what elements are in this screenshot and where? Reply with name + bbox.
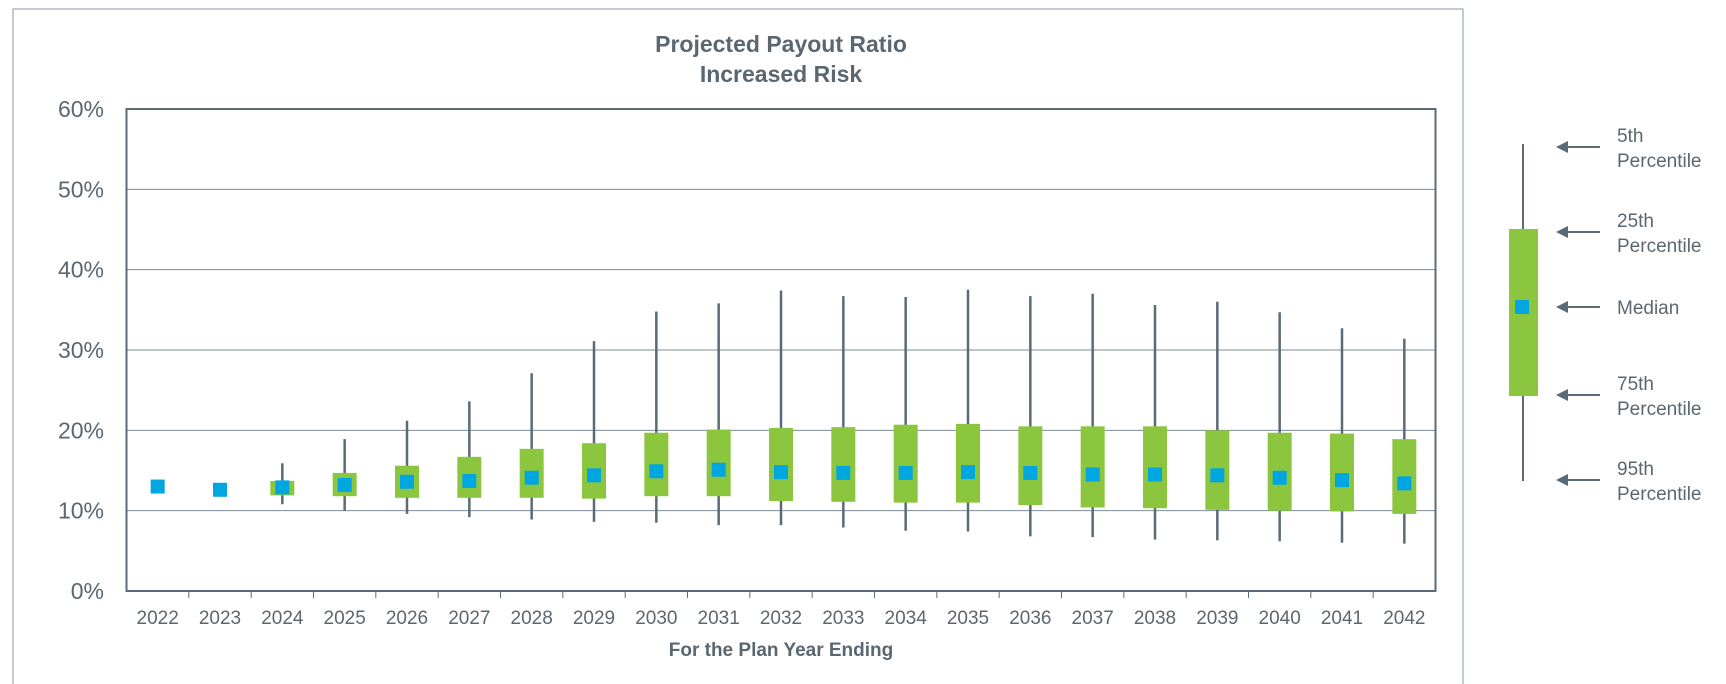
box bbox=[956, 423, 980, 503]
legend-label: 25th Percentile bbox=[1617, 211, 1702, 257]
median-marker bbox=[213, 482, 227, 497]
box bbox=[831, 427, 856, 502]
legend-arrowhead bbox=[1556, 301, 1568, 313]
median-marker bbox=[711, 462, 726, 477]
median-marker bbox=[462, 473, 477, 488]
median-marker bbox=[587, 468, 601, 483]
box bbox=[769, 427, 793, 502]
x-tick-label: 2024 bbox=[261, 608, 304, 629]
x-tick-label: 2039 bbox=[1196, 608, 1238, 629]
median-marker bbox=[961, 465, 975, 480]
x-tick-label: 2036 bbox=[1009, 608, 1051, 629]
chart-title: Projected Payout Ratio bbox=[655, 31, 907, 57]
median-marker bbox=[275, 480, 290, 495]
x-tick-label: 2031 bbox=[698, 608, 740, 629]
legend-label: 75th Percentile bbox=[1617, 374, 1702, 420]
legend-label: Median bbox=[1617, 298, 1679, 319]
y-tick-label: 20% bbox=[58, 417, 104, 443]
legend-arrowhead bbox=[1556, 474, 1568, 486]
x-tick-label: 2032 bbox=[760, 608, 802, 629]
median-marker bbox=[1023, 465, 1038, 480]
plot-frame bbox=[125, 108, 1437, 592]
median-marker bbox=[898, 465, 913, 480]
x-tick-label: 2023 bbox=[199, 608, 241, 629]
box bbox=[1330, 433, 1354, 512]
x-tick-label: 2037 bbox=[1072, 608, 1114, 629]
median-marker bbox=[1210, 468, 1225, 483]
x-tick-label: 2027 bbox=[448, 608, 490, 629]
x-tick-label: 2040 bbox=[1259, 608, 1301, 629]
legend-arrowhead bbox=[1556, 226, 1568, 238]
median-marker bbox=[150, 479, 165, 494]
median-marker bbox=[1335, 473, 1349, 488]
y-tick-label: 30% bbox=[58, 337, 104, 363]
median-marker bbox=[400, 474, 414, 489]
legend-median bbox=[1515, 300, 1529, 314]
median-marker bbox=[1397, 476, 1412, 491]
y-tick-label: 50% bbox=[58, 176, 104, 202]
median-marker bbox=[524, 470, 539, 485]
box bbox=[1143, 426, 1167, 509]
legend-label: 5th Percentile bbox=[1617, 126, 1702, 172]
x-tick-label: 2042 bbox=[1383, 608, 1425, 629]
x-tick-label: 2041 bbox=[1321, 608, 1363, 629]
median-marker bbox=[337, 477, 352, 492]
x-tick-label: 2026 bbox=[386, 608, 428, 629]
x-tick-label: 2025 bbox=[324, 608, 366, 629]
x-tick-label: 2035 bbox=[947, 608, 989, 629]
y-tick-label: 60% bbox=[58, 96, 104, 122]
x-tick-label: 2029 bbox=[573, 608, 615, 629]
box bbox=[893, 424, 918, 503]
y-tick-label: 40% bbox=[58, 257, 104, 283]
legend-arrowhead bbox=[1556, 141, 1568, 153]
box bbox=[1018, 426, 1043, 506]
y-tick-label: 0% bbox=[71, 578, 104, 604]
median-marker bbox=[774, 465, 788, 480]
legend-arrowhead bbox=[1556, 389, 1568, 401]
chart-subtitle: Increased Risk bbox=[700, 61, 863, 87]
box bbox=[1080, 426, 1105, 508]
legend-label: 95th Percentile bbox=[1617, 459, 1702, 505]
median-marker bbox=[1085, 467, 1100, 482]
x-tick-label: 2022 bbox=[137, 608, 179, 629]
x-tick-label: 2030 bbox=[635, 608, 677, 629]
x-tick-label: 2028 bbox=[511, 608, 553, 629]
x-axis-title: For the Plan Year Ending bbox=[669, 640, 894, 661]
panel-border bbox=[12, 8, 1464, 684]
median-marker bbox=[649, 464, 664, 479]
median-marker bbox=[1148, 467, 1162, 482]
median-marker bbox=[836, 465, 851, 480]
y-tick-label: 10% bbox=[58, 498, 104, 524]
median-marker bbox=[1272, 470, 1287, 485]
x-tick-label: 2034 bbox=[885, 608, 928, 629]
x-tick-label: 2033 bbox=[822, 608, 864, 629]
x-tick-label: 2038 bbox=[1134, 608, 1176, 629]
